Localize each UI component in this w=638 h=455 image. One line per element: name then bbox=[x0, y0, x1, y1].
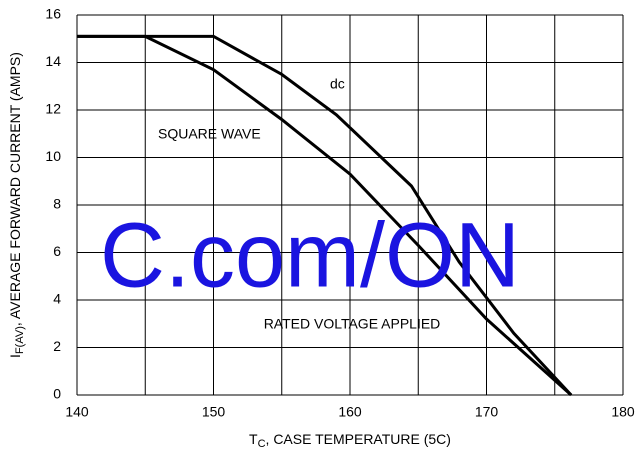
axis-text: , AVERAGE FORWARD CURRENT (AMPS) bbox=[7, 52, 23, 326]
axis-subscript: F(AV) bbox=[14, 326, 26, 354]
y-tick-label: 10 bbox=[45, 148, 61, 164]
y-axis-title: IF(AV), AVERAGE FORWARD CURRENT (AMPS) bbox=[7, 52, 26, 358]
y-tick-label: 0 bbox=[53, 386, 61, 402]
y-tick-label: 4 bbox=[53, 291, 61, 307]
annotation: RATED VOLTAGE APPLIED bbox=[264, 316, 441, 332]
x-tick-label: 140 bbox=[65, 404, 89, 420]
x-tick-label: 180 bbox=[611, 404, 635, 420]
watermark: C.com/ON bbox=[100, 204, 520, 306]
y-tick-label: 2 bbox=[53, 338, 61, 354]
x-axis-title: TC, CASE TEMPERATURE (5C) bbox=[249, 431, 451, 450]
series-label: dc bbox=[330, 76, 345, 92]
line bbox=[77, 34, 573, 397]
x-tick-label: 170 bbox=[475, 404, 499, 420]
axis-subscript: C bbox=[258, 438, 266, 450]
axis-text: , CASE TEMPERATURE (5C) bbox=[266, 431, 451, 447]
x-tick-label: 150 bbox=[202, 404, 226, 420]
axis-symbol: T bbox=[249, 431, 258, 447]
axis-symbol: I bbox=[7, 354, 23, 358]
y-tick-label: 8 bbox=[53, 196, 61, 212]
y-tick-label: 16 bbox=[45, 6, 61, 22]
x-tick-label: 160 bbox=[338, 404, 362, 420]
y-tick-label: 6 bbox=[53, 243, 61, 259]
y-tick-label: 14 bbox=[45, 53, 61, 69]
series-label: SQUARE WAVE bbox=[158, 126, 261, 142]
y-tick-label: 12 bbox=[45, 101, 61, 117]
line bbox=[77, 34, 573, 397]
